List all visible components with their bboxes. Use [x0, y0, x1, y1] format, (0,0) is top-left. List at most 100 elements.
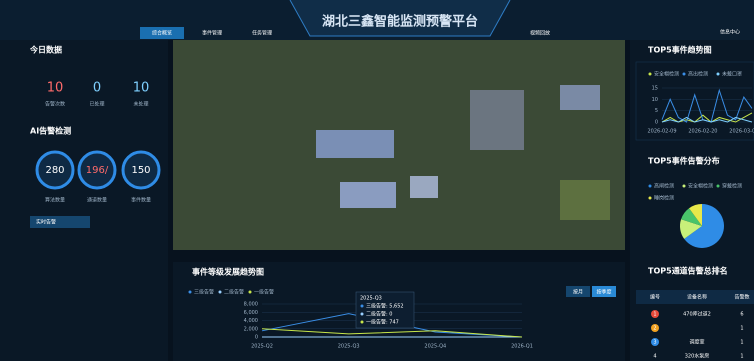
button[interactable]: [30, 216, 90, 228]
table-cell: 3: [653, 340, 656, 346]
x-tick-label: 2025-Q4: [424, 344, 446, 350]
x-tick-label: 2026-02-09: [647, 129, 676, 135]
table-cell: 1: [740, 354, 743, 360]
button-label[interactable]: 实时告警: [36, 219, 56, 226]
stat-value: 10: [47, 81, 64, 96]
legend-label: 未戴口罩: [722, 71, 742, 78]
rank-badge: [651, 338, 659, 346]
legend-swatch: [648, 184, 652, 188]
y-tick-label: 10: [652, 97, 658, 103]
tooltip-item: 一级告警: 747: [366, 319, 399, 326]
pie-slice: [680, 219, 702, 239]
gauge-label: 事件数量: [131, 197, 151, 204]
tooltip-swatch: [360, 312, 364, 316]
tab[interactable]: 任务管理: [252, 30, 272, 37]
table-cell: 4: [653, 354, 656, 360]
table-header-cell: 设备名称: [687, 294, 707, 301]
line: [661, 116, 753, 123]
tooltip-item: 三级告警: 5,652: [366, 303, 404, 310]
gauge: [77, 150, 117, 190]
panel-title: TOP5事件趋势图: [648, 45, 712, 55]
tab-active[interactable]: [140, 27, 184, 39]
user[interactable]: 信息中心: [720, 29, 740, 36]
legend-label: 穿戴检测: [722, 183, 742, 190]
table-cell: 6: [740, 312, 743, 318]
table-header-cell: 编号: [650, 294, 660, 301]
legend-label: 二级告警: [224, 289, 244, 296]
x-tick-label: 2025-Q2: [251, 344, 273, 350]
stat-label: 已处理: [89, 101, 104, 108]
field: [560, 180, 610, 220]
pie-slice: [689, 204, 702, 226]
table-cell: 320水泵房: [685, 353, 710, 360]
legend-swatch: [716, 184, 720, 188]
pie-slice: [684, 204, 724, 248]
button-label[interactable]: 按季度: [596, 289, 611, 296]
y-tick-label: 4,000: [244, 318, 258, 324]
table-cell: 1: [740, 340, 743, 346]
tooltip-item: 二级告警: 0: [366, 311, 392, 318]
chart-box: [635, 61, 754, 141]
gauge-label: 通道数量: [87, 197, 107, 204]
gauge: [121, 150, 161, 190]
table-header: [636, 290, 754, 304]
stat-value: 0: [93, 81, 101, 96]
building: [340, 182, 396, 208]
title: 湖北三鑫智能监测预警平台: [322, 14, 478, 30]
gauge-value: 150: [131, 165, 150, 176]
title-frame: [289, 0, 511, 37]
button[interactable]: [592, 286, 616, 297]
legend-label: 一级告警: [254, 289, 274, 296]
gauge-value: 280: [45, 165, 64, 176]
y-tick-label: 2,000: [244, 326, 258, 332]
panel-title: TOP5事件告警分布: [648, 156, 720, 166]
legend-swatch: [188, 290, 192, 294]
y-tick-label: 5: [655, 108, 658, 114]
legend-swatch: [218, 290, 222, 294]
button[interactable]: [566, 286, 590, 297]
legend-swatch: [648, 196, 652, 200]
stat-label: 未处理: [133, 101, 148, 108]
panel-title: AI告警检测: [30, 126, 71, 136]
legend-label: 安全帽检测: [654, 71, 679, 78]
x-tick-label: 2025-Q3: [338, 344, 360, 350]
legend-label: 安全帽检测: [688, 183, 713, 190]
legend-label: 高闸检测: [654, 183, 674, 190]
legend-swatch: [716, 72, 720, 76]
tooltip-swatch: [360, 320, 364, 324]
x-tick-label: 2026-Q1: [511, 344, 533, 350]
tab[interactable]: 视频回放: [530, 30, 550, 37]
panel-title: 事件等级发展趋势图: [192, 267, 264, 277]
panel-title: 今日数据: [29, 45, 62, 55]
rank-badge: [651, 310, 659, 318]
tooltip: [355, 291, 415, 329]
y-tick-label: 0: [255, 335, 258, 341]
tab[interactable]: 综合概览: [152, 30, 172, 37]
table-cell: 2: [653, 326, 656, 332]
table-cell: 1: [653, 312, 656, 318]
tooltip-swatch: [360, 304, 364, 308]
gauge: [35, 150, 75, 190]
building: [470, 90, 524, 150]
panel-title: TOP5通道告警总排名: [648, 266, 728, 276]
map: [173, 40, 625, 250]
y-tick-label: 8,000: [244, 302, 258, 308]
tab[interactable]: 事件管理: [202, 30, 222, 37]
x-tick-label: 2026-02-20: [688, 129, 717, 135]
legend-label: 三级告警: [194, 289, 214, 296]
left-panel: [0, 40, 168, 361]
y-tick-label: 6,000: [244, 310, 258, 316]
legend-swatch: [682, 72, 686, 76]
button-label[interactable]: 按月: [573, 289, 583, 296]
gauge-label: 算法数量: [45, 197, 65, 204]
legend-swatch: [648, 72, 652, 76]
building: [316, 130, 394, 158]
building: [410, 176, 438, 198]
stat-value: 10: [133, 81, 150, 96]
rank-badge: [651, 324, 659, 332]
legend-swatch: [682, 184, 686, 188]
gauge-value: 196/: [86, 165, 109, 176]
x-tick-label: 2026-03-03: [729, 129, 754, 135]
tooltip-title: 2025-Q3: [360, 296, 382, 302]
